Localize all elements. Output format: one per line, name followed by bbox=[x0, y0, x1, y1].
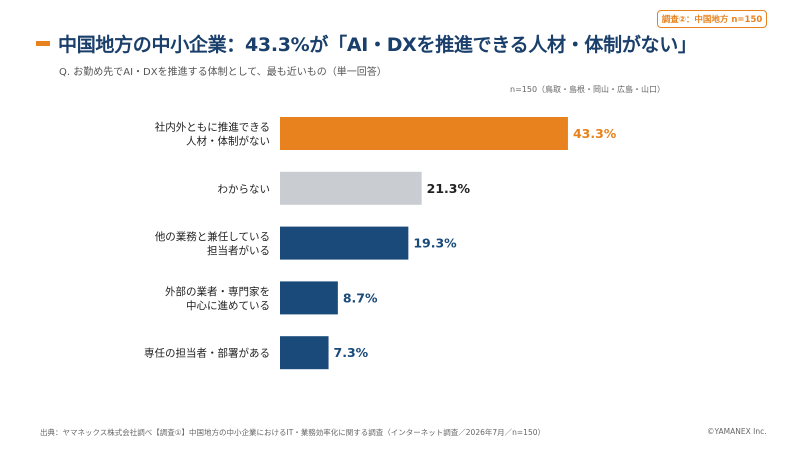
category-label-0-line-0: 社内外ともに推進できる bbox=[155, 121, 270, 134]
category-label-3-line-1: 中心に進めている bbox=[186, 299, 270, 312]
survey-badge: 調査②：中国地方 n=150 bbox=[657, 10, 767, 28]
category-label-3: 外部の業者・専門家を中心に進めている bbox=[165, 285, 270, 312]
category-label-0-line-1: 人材・体制がない bbox=[186, 135, 270, 148]
footer-source: 出典：ヤマネックス株式会社調べ【調査①】中国地方の中小企業におけるIT・業務効率… bbox=[40, 428, 545, 437]
bar-0 bbox=[280, 117, 568, 150]
bar-3 bbox=[280, 281, 338, 315]
sample-note: n=150（鳥取・島根・岡山・広島・山口） bbox=[510, 85, 666, 94]
category-label-4: 専任の担当者・部署がある bbox=[144, 347, 270, 360]
value-label-3: 8.7% bbox=[343, 290, 378, 305]
category-label-4-line-0: 専任の担当者・部署がある bbox=[144, 347, 270, 360]
category-label-0: 社内外ともに推進できる人材・体制がない bbox=[155, 121, 270, 148]
category-label-2: 他の業務と兼任している担当者がいる bbox=[155, 230, 270, 257]
category-label-1-line-0: わからない bbox=[218, 183, 271, 195]
question-text: Q. お勤め先でAI・DXを推進する体制として、最も近いもの（単一回答） bbox=[59, 67, 387, 78]
value-label-0: 43.3% bbox=[573, 126, 617, 141]
bar-1 bbox=[280, 171, 422, 205]
category-label-1: わからない bbox=[218, 183, 271, 195]
value-label-1: 21.3% bbox=[427, 181, 471, 196]
title-accent-mark bbox=[36, 41, 50, 46]
category-label-2-line-1: 担当者がいる bbox=[207, 244, 270, 257]
footer-copyright: ©YAMANEX Inc. bbox=[707, 427, 767, 436]
bar-4 bbox=[280, 336, 329, 370]
bar-2 bbox=[280, 226, 409, 260]
category-label-3-line-0: 外部の業者・専門家を bbox=[165, 285, 270, 298]
page-title: 中国地方の中小企業：43.3%が「AI・DXを推進できる人材・体制がない」 bbox=[58, 34, 697, 56]
value-label-2: 19.3% bbox=[413, 236, 457, 251]
value-label-4: 7.3% bbox=[334, 345, 369, 360]
category-label-2-line-0: 他の業務と兼任している bbox=[155, 230, 270, 243]
